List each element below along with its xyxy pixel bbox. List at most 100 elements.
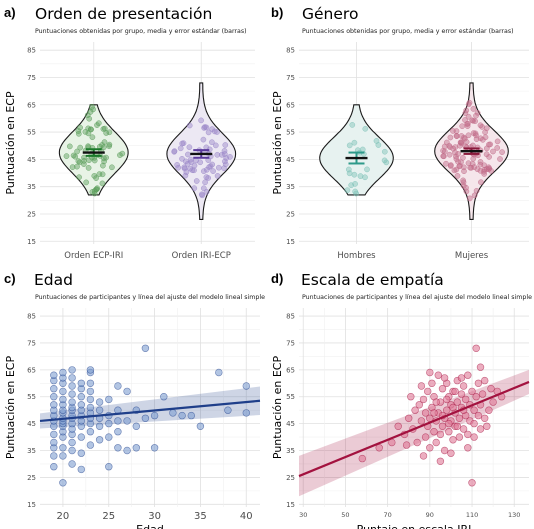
data-point xyxy=(485,166,492,173)
y-axis-label: Puntuación en ECP xyxy=(271,91,284,195)
data-point xyxy=(178,411,186,420)
data-point xyxy=(119,150,126,157)
chart-title: Orden de presentación xyxy=(35,5,212,23)
data-point xyxy=(181,165,188,172)
data-point xyxy=(50,371,58,379)
data-point xyxy=(186,144,193,151)
data-point xyxy=(101,158,107,165)
panel-c: c) Edad Puntuaciones de participantes y lí… xyxy=(4,271,265,529)
data-point xyxy=(86,366,95,374)
data-point xyxy=(456,163,463,170)
data-point xyxy=(179,155,185,162)
data-point xyxy=(494,138,501,145)
x-tick-label: Orden IRI-ECP xyxy=(172,251,231,261)
data-point xyxy=(481,171,488,177)
x-axis-label: Puntaje en escala IRI xyxy=(357,523,472,529)
data-point xyxy=(50,384,58,393)
data-point xyxy=(188,159,195,165)
y-axis-label: Puntuación en ECP xyxy=(4,356,17,460)
data-point xyxy=(215,368,223,377)
data-point xyxy=(466,195,473,202)
data-point xyxy=(476,363,485,371)
data-point xyxy=(473,112,479,119)
y-tick-label: 65 xyxy=(27,366,36,374)
data-point xyxy=(202,179,208,186)
data-point xyxy=(86,441,95,449)
y-tick-label: 85 xyxy=(27,47,36,55)
data-point xyxy=(394,422,402,431)
data-point xyxy=(209,139,215,146)
data-point xyxy=(407,392,415,401)
data-point xyxy=(68,438,76,447)
data-point xyxy=(209,126,215,132)
data-point xyxy=(415,401,424,409)
y-tick-label: 15 xyxy=(286,238,295,246)
data-point xyxy=(81,161,87,167)
data-point xyxy=(50,452,58,460)
chart-title: Edad xyxy=(34,271,73,289)
data-point xyxy=(362,174,368,181)
y-axis-label: Puntuación en ECP xyxy=(271,356,284,460)
data-point xyxy=(187,411,196,420)
data-point xyxy=(405,414,413,423)
data-point xyxy=(474,166,481,173)
data-point xyxy=(421,433,430,441)
data-point xyxy=(487,384,495,393)
data-point xyxy=(455,158,461,165)
x-tick-label: 40 xyxy=(240,511,253,522)
data-point xyxy=(132,422,141,431)
data-point xyxy=(443,160,449,167)
data-point xyxy=(81,154,87,161)
scatter-points xyxy=(358,344,506,487)
data-point xyxy=(460,154,466,161)
data-point xyxy=(459,425,468,433)
y-tick-label: 25 xyxy=(27,210,36,218)
y-tick-label: 25 xyxy=(27,474,36,482)
x-tick-label: 20 xyxy=(57,511,70,522)
data-point xyxy=(430,409,438,417)
data-point xyxy=(463,184,469,191)
data-point xyxy=(462,117,468,123)
y-tick-label: 25 xyxy=(286,474,295,482)
data-point xyxy=(63,153,70,159)
data-point xyxy=(101,139,108,145)
data-point xyxy=(470,419,478,428)
data-point xyxy=(214,173,221,179)
data-point xyxy=(132,444,141,452)
data-point xyxy=(348,182,355,189)
data-point xyxy=(446,151,453,158)
data-point xyxy=(114,382,122,390)
data-point xyxy=(68,366,76,374)
panel-tag: d) xyxy=(271,271,283,286)
fit-line xyxy=(39,399,261,423)
panel-d: d) Escala de empatía Puntuaciones de parti… xyxy=(271,271,532,529)
y-tick-label: 35 xyxy=(286,447,295,455)
data-point xyxy=(205,175,212,181)
data-point xyxy=(222,142,229,148)
data-point xyxy=(196,422,205,431)
data-point xyxy=(198,191,205,198)
data-point xyxy=(183,169,190,175)
data-point xyxy=(486,141,492,148)
data-point xyxy=(85,165,92,171)
data-point xyxy=(373,138,380,144)
y-tick-label: 15 xyxy=(27,238,36,246)
data-point xyxy=(74,163,80,170)
x-tick-label: 70 xyxy=(383,511,391,519)
data-point xyxy=(468,387,476,396)
y-tick-label: 75 xyxy=(27,339,36,347)
data-point xyxy=(191,167,197,174)
data-point xyxy=(345,166,352,173)
data-point xyxy=(357,173,364,179)
data-point xyxy=(68,390,76,398)
data-point xyxy=(106,129,113,136)
data-point xyxy=(210,168,216,174)
data-point xyxy=(349,122,356,128)
y-tick-label: 75 xyxy=(27,74,36,82)
data-point xyxy=(461,135,468,142)
chart-title: Escala de empatía xyxy=(301,271,444,289)
y-grid xyxy=(40,49,255,242)
confidence-band xyxy=(299,369,529,497)
y-tick-label: 45 xyxy=(286,156,295,164)
